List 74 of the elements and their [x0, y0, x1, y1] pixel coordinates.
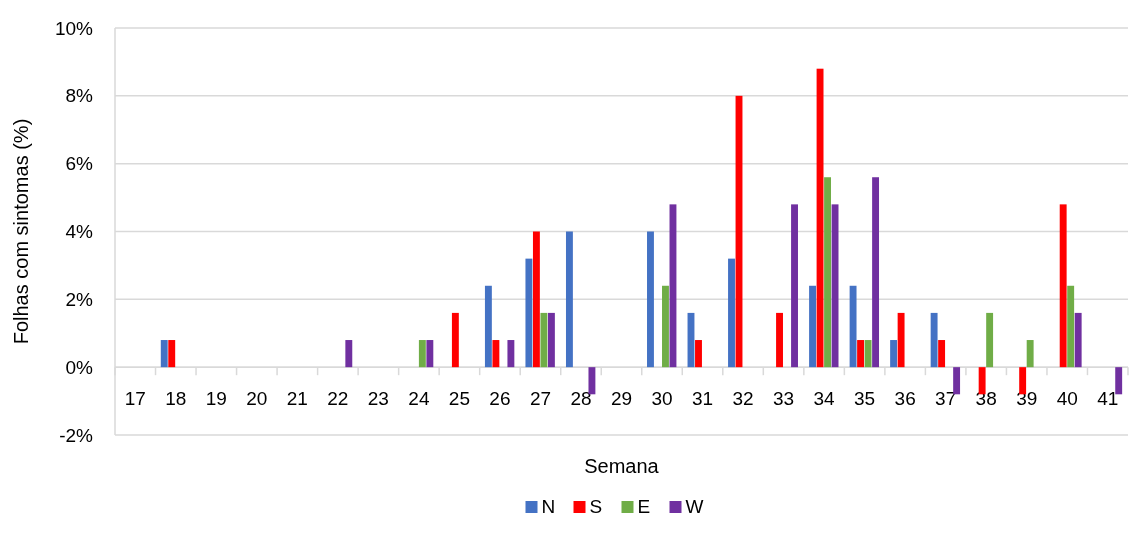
x-tick-label: 29	[610, 388, 633, 410]
y-tick-label: -2%	[59, 424, 94, 446]
bar	[816, 68, 824, 368]
y-axis-title: Folhas com sintomas (%)	[10, 118, 32, 345]
x-tick-label: 25	[448, 388, 470, 410]
y-tick-label: 4%	[65, 221, 94, 243]
legend-label: N	[541, 496, 556, 517]
bar	[864, 340, 872, 368]
x-tick-label: 33	[773, 388, 795, 410]
x-tick-label: 40	[1056, 388, 1078, 410]
bar	[547, 312, 555, 368]
bar	[492, 340, 500, 368]
x-tick-label: 28	[570, 388, 592, 410]
bar	[728, 258, 735, 368]
bar	[532, 231, 540, 368]
bar	[857, 340, 865, 368]
x-tick-label: 22	[327, 388, 349, 410]
x-tick-label: 26	[489, 388, 511, 410]
bar	[662, 285, 669, 368]
x-tick-label: 21	[286, 388, 308, 410]
bar	[647, 231, 654, 368]
bar	[451, 312, 459, 368]
bar	[872, 177, 880, 368]
x-tick-label: 36	[894, 388, 916, 410]
bar	[1026, 340, 1034, 368]
bar	[953, 367, 961, 395]
bar	[776, 312, 783, 368]
x-axis-title: Semana	[584, 455, 660, 477]
bar	[824, 177, 831, 368]
bar	[160, 340, 168, 368]
x-tick-label: 35	[854, 388, 876, 410]
bar	[484, 285, 492, 368]
bar	[831, 204, 839, 368]
bar	[540, 312, 548, 368]
bar	[345, 340, 353, 368]
x-tick-label: 19	[205, 388, 227, 410]
bar	[938, 340, 946, 368]
y-tick-label: 0%	[65, 356, 94, 378]
x-tick-label: 32	[732, 388, 754, 410]
x-tick-label: 37	[935, 388, 957, 410]
y-tick-label: 6%	[65, 153, 94, 175]
x-tick-label: 24	[408, 388, 430, 410]
x-tick-label: 17	[124, 388, 146, 410]
bar	[897, 312, 905, 368]
x-tick-label: 18	[165, 388, 187, 410]
y-tick-label: 2%	[65, 288, 94, 310]
bar	[791, 204, 798, 368]
legend-label: S	[589, 496, 603, 517]
x-tick-label: 27	[529, 388, 552, 410]
legend-label: E	[637, 496, 651, 517]
bar	[565, 231, 573, 368]
bar	[930, 312, 938, 368]
bar	[986, 312, 994, 368]
bar	[168, 340, 176, 368]
x-tick-label: 41	[1097, 388, 1119, 410]
bar	[418, 340, 426, 368]
x-tick-label: 20	[246, 388, 268, 410]
bar	[1074, 312, 1082, 368]
bar	[695, 340, 702, 368]
x-tick-label: 31	[691, 388, 714, 410]
bar	[1067, 285, 1075, 368]
bar	[507, 340, 515, 368]
y-tick-label: 10%	[54, 17, 94, 39]
x-tick-label: 23	[367, 388, 389, 410]
bar	[890, 340, 898, 368]
legend-label: W	[685, 496, 704, 517]
x-tick-label: 34	[813, 388, 836, 410]
bar	[1059, 204, 1067, 368]
bar	[525, 258, 533, 368]
bar	[849, 285, 857, 368]
x-tick-label: 30	[651, 388, 673, 410]
bar	[809, 285, 816, 368]
bar	[426, 340, 434, 368]
y-tick-label: 8%	[65, 85, 94, 107]
